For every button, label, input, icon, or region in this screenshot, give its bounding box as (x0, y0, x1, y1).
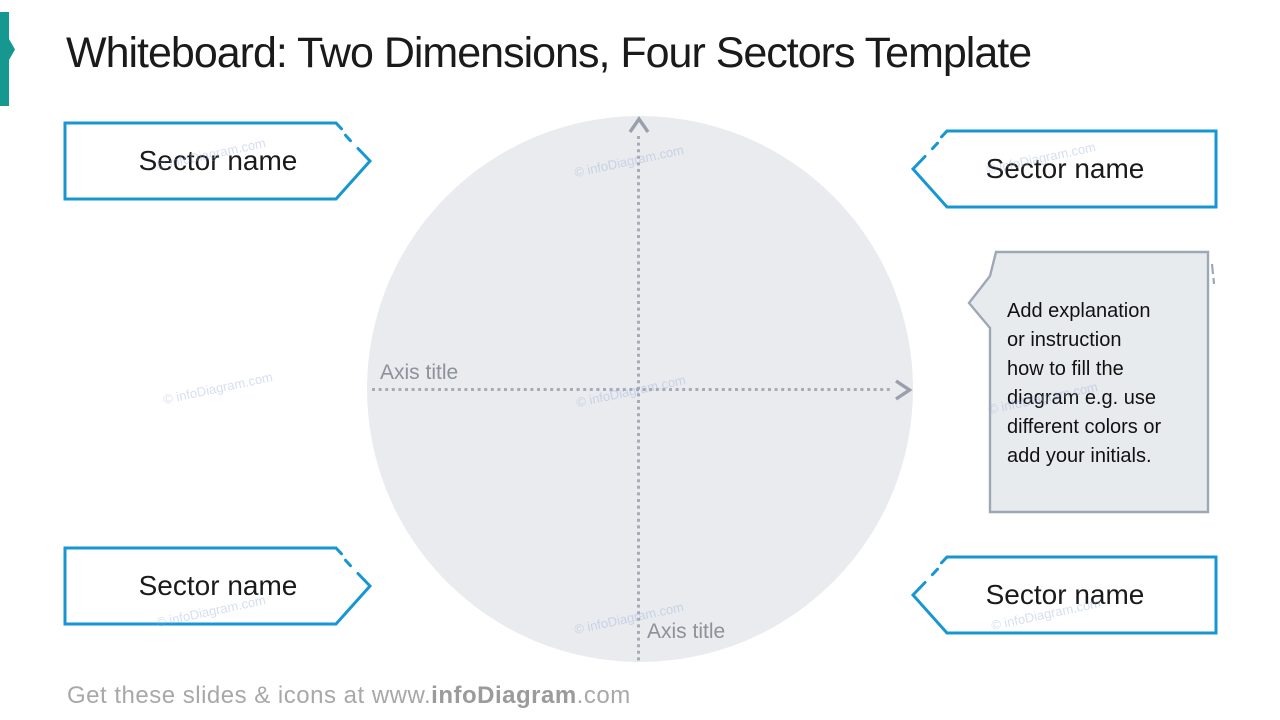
x-axis-title: Axis title (380, 361, 459, 384)
sector-callout-bottom-left (63, 546, 373, 626)
y-axis-title: Axis title (647, 620, 726, 643)
note-callout (967, 250, 1216, 514)
sector-callout-bottom-right (911, 555, 1218, 635)
sector-label-top-left: Sector name (138, 145, 298, 176)
sector-label-bottom-left: Sector name (138, 570, 298, 601)
sector-label-bottom-right: Sector name (985, 579, 1145, 610)
footer-text: Get these slides & icons at www.infoDiag… (67, 682, 631, 710)
slide-title: Whiteboard: Two Dimensions, Four Sectors… (66, 29, 1032, 77)
sector-callout-top-right (911, 129, 1218, 209)
y-axis-arrowhead-icon (628, 116, 650, 133)
sector-label-top-right: Sector name (985, 153, 1145, 184)
footer-suffix: .com (576, 682, 631, 709)
title-accent-marker-icon (0, 12, 15, 106)
x-axis-arrowhead-icon (895, 379, 913, 401)
note-text: Add explanation or instruction how to fi… (1007, 300, 1162, 467)
footer-brand: infoDiagram (431, 682, 577, 709)
note-sketch-dash-icon (1210, 263, 1216, 285)
footer-prefix: Get these slides & icons at www. (67, 682, 432, 709)
sector-callout-top-left (63, 121, 373, 201)
